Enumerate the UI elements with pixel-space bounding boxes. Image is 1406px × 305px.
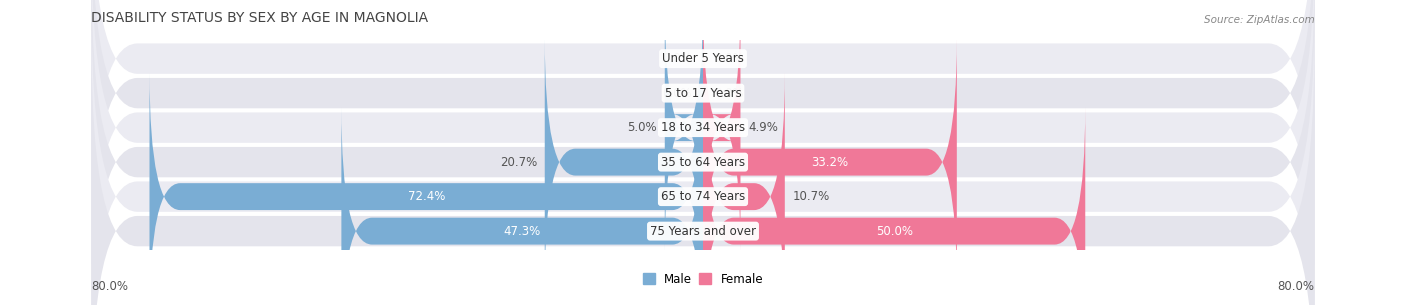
Text: 5 to 17 Years: 5 to 17 Years — [665, 87, 741, 100]
Legend: Male, Female: Male, Female — [638, 268, 768, 290]
FancyBboxPatch shape — [91, 0, 1315, 305]
Text: Source: ZipAtlas.com: Source: ZipAtlas.com — [1204, 15, 1315, 25]
Text: 0.0%: 0.0% — [714, 52, 744, 65]
FancyBboxPatch shape — [91, 5, 1315, 305]
Text: 75 Years and over: 75 Years and over — [650, 224, 756, 238]
Text: 0.0%: 0.0% — [662, 52, 692, 65]
FancyBboxPatch shape — [703, 72, 785, 305]
Text: 18 to 34 Years: 18 to 34 Years — [661, 121, 745, 134]
FancyBboxPatch shape — [91, 39, 1315, 305]
Text: 47.3%: 47.3% — [503, 224, 541, 238]
Text: 33.2%: 33.2% — [811, 156, 848, 169]
Text: 4.9%: 4.9% — [748, 121, 778, 134]
Text: 80.0%: 80.0% — [91, 280, 128, 293]
Text: 20.7%: 20.7% — [501, 156, 537, 169]
FancyBboxPatch shape — [703, 106, 1085, 305]
FancyBboxPatch shape — [149, 72, 703, 305]
Text: DISABILITY STATUS BY SEX BY AGE IN MAGNOLIA: DISABILITY STATUS BY SEX BY AGE IN MAGNO… — [91, 11, 429, 25]
FancyBboxPatch shape — [544, 38, 703, 287]
Text: 80.0%: 80.0% — [1278, 280, 1315, 293]
Text: 5.0%: 5.0% — [627, 121, 657, 134]
Text: 35 to 64 Years: 35 to 64 Years — [661, 156, 745, 169]
Text: 65 to 74 Years: 65 to 74 Years — [661, 190, 745, 203]
Text: 72.4%: 72.4% — [408, 190, 444, 203]
Text: 0.0%: 0.0% — [714, 87, 744, 100]
FancyBboxPatch shape — [91, 0, 1315, 305]
Text: Under 5 Years: Under 5 Years — [662, 52, 744, 65]
FancyBboxPatch shape — [91, 0, 1315, 285]
FancyBboxPatch shape — [665, 3, 703, 252]
FancyBboxPatch shape — [342, 106, 703, 305]
Text: 50.0%: 50.0% — [876, 224, 912, 238]
FancyBboxPatch shape — [703, 3, 741, 252]
FancyBboxPatch shape — [91, 0, 1315, 250]
FancyBboxPatch shape — [703, 38, 957, 287]
Text: 0.0%: 0.0% — [662, 87, 692, 100]
Text: 10.7%: 10.7% — [793, 190, 830, 203]
